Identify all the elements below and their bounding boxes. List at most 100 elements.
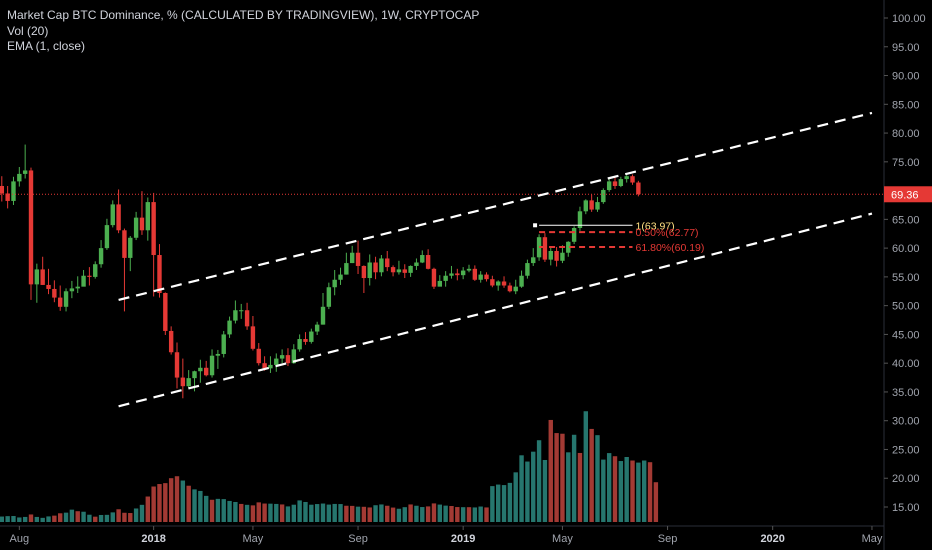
candle-body [128,237,133,258]
volume-bar [215,498,221,522]
volume-bar [560,433,565,522]
volume-bar [618,461,624,522]
volume-bar [221,499,226,522]
candle-body [618,179,624,186]
volume-bar [28,514,34,522]
volume-bar [163,483,168,522]
candle-body [314,324,320,332]
volume-bar [507,482,513,522]
volume-bar [420,507,425,522]
chart-legend: Market Cap BTC Dominance, % (CALCULATED … [7,8,479,55]
volume-bar [542,459,548,522]
volume-bar [402,507,407,522]
volume-bar [133,508,139,522]
candle-body [22,170,28,174]
candle-body [606,181,612,191]
candle-body [425,255,431,269]
volume-bar [338,504,343,522]
candle-body [151,202,156,256]
candle-body [239,310,244,312]
candle-body [472,268,478,280]
candle-body [554,250,559,261]
price-axis-label: 45.00 [892,329,920,341]
candle-body [104,225,110,249]
price-axis-label: 75.00 [892,157,920,169]
candle-body [139,217,145,231]
volume-bar [110,512,115,522]
candle-body [122,230,127,258]
volume-bar [87,514,92,522]
candle-body [595,202,600,210]
volume-bar [536,440,542,522]
candle-body [244,310,250,327]
candle-body [455,273,460,276]
volume-bar [285,506,291,522]
candle-body [513,286,518,292]
volume-bar [566,452,571,522]
candle-body [198,367,203,372]
candle-body [291,349,296,364]
volume-bar [490,486,495,522]
volume-bar [385,505,390,522]
volume-bar [642,460,647,522]
legend-ema-indicator[interactable]: EMA (1, close) [7,39,86,53]
candle-body [250,326,256,349]
volume-bar [239,503,244,522]
legend-symbol-title[interactable]: Market Cap BTC Dominance, % (CALCULATED … [7,8,480,22]
candle-body [460,270,466,276]
candle-body [46,284,51,289]
fib-level-label: 0.50%(62.77) [636,227,699,239]
volume-bar [297,500,302,522]
price-axis-label: 95.00 [892,42,920,54]
volume-bar [93,516,98,522]
volume-bar [198,490,203,522]
candle-body [490,279,495,286]
candle-body [332,279,337,288]
time-axis-label: Sep [658,533,678,545]
volume-bar [414,505,419,522]
candle-body [636,182,641,195]
volume-bar [332,503,337,522]
volume-bar [52,515,57,522]
candle-body [63,291,69,307]
time-axis-label: May [552,533,573,545]
volume-bar [531,451,536,522]
volume-bar [355,506,361,522]
volume-bar [180,480,186,522]
candle-body [601,190,606,203]
candle-body [297,339,302,350]
volume-bar [513,472,518,522]
legend-volume-indicator[interactable]: Vol (20) [7,23,49,38]
volume-bar [11,516,16,522]
volume-bar [262,503,267,522]
channel-upper-line [118,111,873,301]
candle-body [589,200,594,210]
candle-body [385,258,390,268]
volume-bar [46,516,51,522]
candle-body [192,371,197,379]
volume-bar [350,505,355,522]
volume-bar [379,504,384,522]
volume-bar [601,459,606,522]
candle-body [69,288,75,292]
price-axis-label: 30.00 [892,416,920,428]
volume-bar [227,500,232,522]
fib-level-label: 61.80%(60.19) [636,242,705,254]
volume-bar [630,460,635,522]
volume-bar [34,516,40,522]
candle-body [437,280,442,287]
volume-bar [139,504,145,522]
price-axis-label: 100.00 [892,13,926,25]
volume-bar [647,462,653,522]
candle-body [256,348,261,364]
candle-body [507,285,513,292]
price-axis-label: 25.00 [892,444,920,456]
candle-body [449,273,454,276]
volume-bar [303,501,308,522]
candle-body [379,258,384,273]
candle-body [390,267,396,273]
volume-bar [204,495,209,522]
candle-body [396,269,402,273]
